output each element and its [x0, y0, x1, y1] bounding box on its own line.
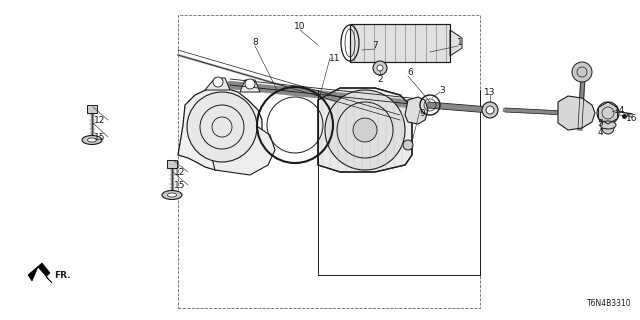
Ellipse shape [82, 135, 102, 145]
Polygon shape [240, 80, 260, 92]
Ellipse shape [88, 138, 97, 142]
Text: 8: 8 [252, 37, 258, 46]
Text: 1: 1 [457, 37, 463, 46]
Text: 11: 11 [329, 53, 340, 62]
Text: 14: 14 [614, 106, 626, 115]
Polygon shape [558, 96, 595, 130]
Circle shape [213, 77, 223, 87]
Circle shape [403, 140, 413, 150]
Circle shape [597, 102, 619, 124]
Text: 12: 12 [94, 116, 106, 124]
Circle shape [373, 61, 387, 75]
Polygon shape [28, 263, 52, 283]
Text: 15: 15 [174, 180, 186, 189]
Text: 3: 3 [439, 85, 445, 94]
Ellipse shape [168, 193, 177, 197]
Text: FR.: FR. [54, 270, 70, 279]
Text: 16: 16 [627, 114, 637, 123]
Text: 9: 9 [419, 108, 425, 117]
Polygon shape [205, 78, 230, 90]
Bar [167, 160, 177, 168]
Text: 7: 7 [372, 41, 378, 50]
Circle shape [572, 62, 592, 82]
Text: 6: 6 [407, 68, 413, 76]
Circle shape [602, 122, 614, 134]
Bar [87, 105, 97, 113]
Text: 10: 10 [294, 21, 306, 30]
Bar [350, 24, 450, 62]
Circle shape [482, 102, 498, 118]
Text: 12: 12 [174, 167, 186, 177]
Circle shape [187, 92, 257, 162]
Polygon shape [178, 88, 262, 170]
Circle shape [325, 90, 405, 170]
Bar [350, 24, 450, 62]
Polygon shape [405, 97, 428, 124]
Polygon shape [210, 122, 275, 175]
Ellipse shape [600, 121, 616, 129]
Text: 4: 4 [597, 127, 603, 137]
Text: 5: 5 [597, 118, 603, 127]
Polygon shape [318, 88, 412, 172]
Bar [178, 15, 480, 308]
Circle shape [377, 65, 383, 71]
Text: 2: 2 [377, 75, 383, 84]
Circle shape [245, 79, 255, 89]
Text: 13: 13 [484, 87, 496, 97]
Circle shape [353, 118, 377, 142]
Text: 15: 15 [94, 132, 106, 141]
Ellipse shape [162, 190, 182, 199]
Text: T6N4B3310: T6N4B3310 [588, 299, 632, 308]
Circle shape [486, 106, 494, 114]
Polygon shape [450, 30, 462, 56]
